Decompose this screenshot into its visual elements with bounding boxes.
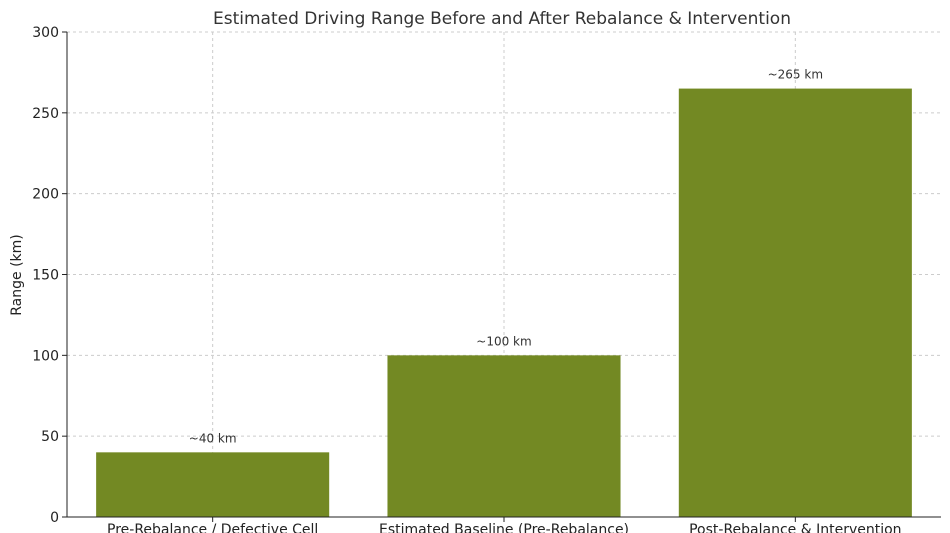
bar-data-label: ~40 km [189, 431, 237, 445]
x-tick-label: Estimated Baseline (Pre-Rebalance) [379, 522, 629, 533]
y-tick-label: 300 [32, 25, 59, 41]
chart-title: Estimated Driving Range Before and After… [213, 9, 791, 29]
bar [678, 88, 912, 517]
bars [96, 88, 912, 517]
y-tick-label: 150 [32, 268, 59, 284]
y-tick-label: 50 [41, 429, 59, 445]
y-ticks: 0 50 100 150 200 250 300 [32, 25, 67, 526]
bar [387, 355, 621, 517]
y-axis-label: Range (km) [9, 234, 25, 316]
x-tick-label: Pre-Rebalance / Defective Cell [107, 522, 318, 533]
bar-data-label: ~100 km [476, 334, 531, 348]
bar-data-label: ~265 km [768, 68, 823, 82]
bar [96, 452, 330, 517]
y-tick-label: 0 [50, 510, 59, 526]
x-tick-labels: Pre-Rebalance / Defective Cell Estimated … [107, 522, 902, 533]
y-tick-label: 250 [32, 106, 59, 122]
x-tick-label: Post-Rebalance & Intervention [689, 522, 901, 533]
data-labels: ~40 km ~100 km ~265 km [189, 68, 823, 446]
y-tick-label: 200 [32, 187, 59, 203]
y-tick-label: 100 [32, 348, 59, 364]
